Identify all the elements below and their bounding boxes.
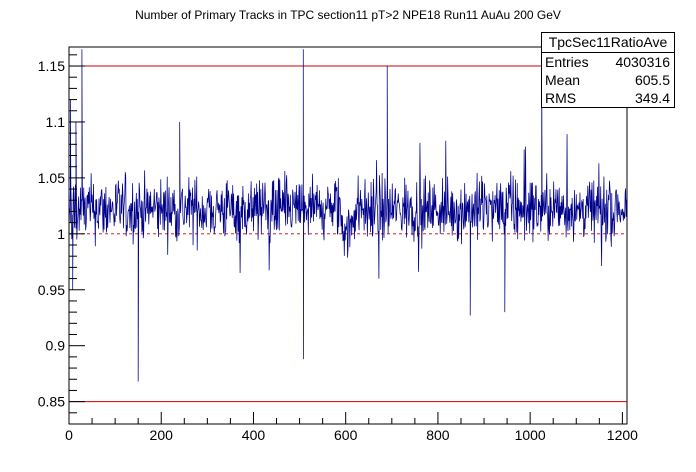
stats-box: TpcSec11RatioAve Entries 4030316 Mean 60…	[541, 32, 675, 108]
stats-row-entries: Entries 4030316	[542, 53, 674, 71]
stats-row-mean: Mean 605.5	[542, 71, 674, 89]
x-tick-label-3: 600	[334, 427, 358, 443]
x-tick-label-5: 1000	[515, 427, 546, 443]
stats-entries-value: 4030316	[615, 54, 670, 70]
x-tick-label-1: 200	[150, 427, 174, 443]
y-tick-label-0: 0.85	[38, 394, 65, 410]
chart-title: Number of Primary Tracks in TPC section1…	[135, 8, 561, 22]
x-tick-label-6: 1200	[607, 427, 638, 443]
y-tick-label-5: 1.1	[46, 114, 66, 130]
stats-rms-value: 349.4	[634, 90, 670, 106]
y-tick-label-1: 0.9	[46, 338, 66, 354]
stats-row-rms: RMS 349.4	[542, 89, 674, 107]
x-tick-label-0: 0	[65, 427, 73, 443]
y-tick-label-4: 1.05	[38, 170, 65, 186]
y-tick-label-2: 0.95	[38, 282, 65, 298]
stats-mean-label: Mean	[545, 72, 581, 88]
stats-mean-value: 605.5	[634, 72, 670, 88]
stats-rms-label: RMS	[545, 90, 577, 106]
y-tick-label-3: 1	[57, 226, 65, 242]
stats-entries-label: Entries	[545, 54, 589, 70]
stats-box-name: TpcSec11RatioAve	[542, 33, 674, 53]
x-tick-label-2: 400	[242, 427, 266, 443]
x-tick-label-4: 800	[426, 427, 450, 443]
series-0-line	[68, 49, 628, 382]
y-tick-label-6: 1.15	[38, 58, 65, 74]
